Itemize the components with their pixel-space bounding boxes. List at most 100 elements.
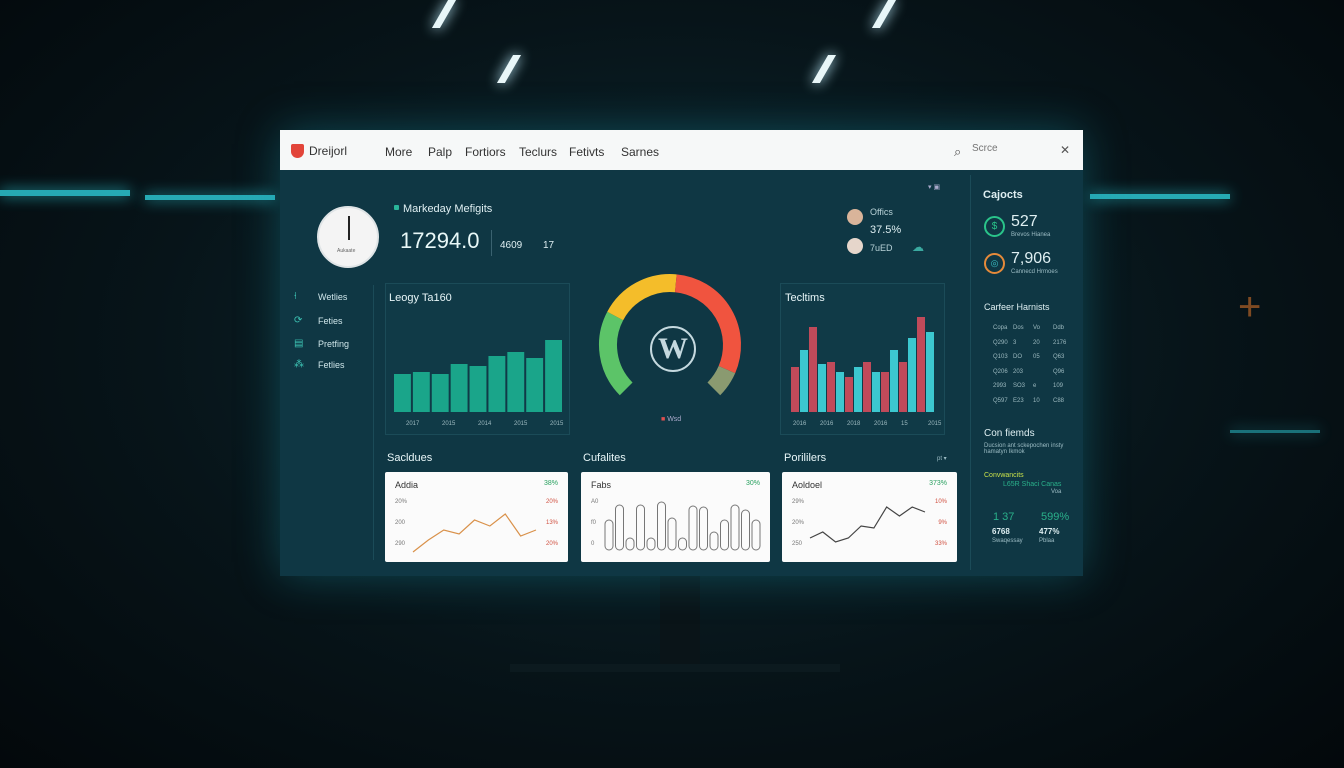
table-cell: Copa — [993, 325, 1008, 331]
kpi-value: 17294.0 — [400, 228, 480, 253]
panel-title: Porililers — [784, 452, 827, 464]
bar — [604, 519, 614, 551]
x-tick-label: 2015 — [550, 421, 564, 427]
bar — [863, 362, 871, 412]
metric: 6768 — [992, 527, 1010, 536]
bar — [872, 372, 880, 412]
card-title: Aoldoel — [792, 480, 823, 490]
shield-logo-icon — [291, 144, 304, 158]
bar-chart: 2017 2015 2014 2015 2015 — [394, 340, 564, 427]
search-icon: ⌕ — [954, 144, 962, 159]
y-tick-label: 13% — [545, 520, 558, 526]
bar — [881, 372, 889, 412]
bar — [431, 374, 449, 412]
dropdown-menu[interactable]: pt ▾ — [937, 456, 947, 462]
bar — [615, 504, 624, 551]
bar — [926, 332, 934, 412]
panel-title: Sacldues — [387, 452, 433, 464]
table-cell: 10 — [1033, 397, 1040, 404]
y-tick-label: 29% — [792, 499, 805, 505]
search-input[interactable] — [972, 143, 1062, 154]
bar — [751, 519, 761, 551]
bar — [818, 364, 826, 412]
bar — [657, 501, 666, 551]
bar — [845, 377, 853, 412]
avatar — [847, 238, 863, 254]
metric: 477% — [1039, 527, 1060, 536]
nav-fortiors[interactable]: Fortiors — [465, 145, 506, 159]
bar — [699, 506, 708, 551]
x-tick-label: 2016 — [793, 421, 807, 427]
nav-palp[interactable]: Palp — [428, 145, 453, 159]
status-dot — [394, 205, 399, 210]
sidebar-item-pretfing[interactable]: ▤ Pretfing — [294, 338, 349, 349]
clock-hand — [348, 216, 350, 240]
metric-label: Pblaa — [1039, 538, 1055, 544]
card-title: Addia — [395, 480, 419, 490]
bar — [827, 362, 835, 412]
bar — [791, 367, 799, 412]
stat-value: 527 — [1011, 213, 1038, 230]
people-value: 7uED — [870, 243, 893, 253]
panel-title: Cufalites — [583, 452, 626, 464]
section-title: Con fiemds — [984, 428, 1035, 439]
menu-controls-icon[interactable]: ▾ ▣ — [928, 184, 941, 191]
kpi-stat-1: 4609 — [500, 240, 523, 251]
x-tick-label: 2017 — [406, 421, 420, 427]
table-cell: DO — [1013, 354, 1022, 360]
bar — [709, 531, 719, 551]
bar — [646, 537, 656, 551]
table-cell: C88 — [1053, 397, 1065, 404]
close-icon[interactable]: ✕ — [1060, 143, 1071, 157]
right-column: Cajocts $ 527 Brevos Hianea ◎ 7,906 Cann… — [970, 175, 1080, 570]
chart-icon: ▤ — [294, 338, 304, 349]
series-line — [412, 513, 537, 553]
nav-teclurs[interactable]: Teclurs — [519, 145, 558, 159]
sidebar-item-wetlies[interactable]: ⍿ Wetlies — [294, 291, 347, 302]
neon-strip — [1090, 194, 1230, 199]
table-cell: Q96 — [1053, 368, 1065, 375]
sidebar-item-label: Fetlies — [318, 359, 345, 370]
table-cell: 203 — [1013, 368, 1024, 375]
bar — [730, 504, 740, 551]
monitor-stand — [660, 576, 700, 666]
panel-title: Leogy Ta160 — [389, 292, 452, 304]
table-cell: Vo — [1033, 325, 1041, 331]
line-chart-card: Addia 38% 20% 200 290 20% 13% 20% — [385, 472, 568, 562]
y-tick-label: 20% — [792, 520, 805, 526]
bar — [809, 327, 817, 412]
table-cell: Ddb — [1053, 325, 1065, 331]
app-logo: Dreijorl — [309, 144, 348, 158]
bar — [678, 537, 687, 551]
bar — [545, 340, 562, 412]
table-cell: Q206 — [993, 368, 1008, 375]
metric: 599% — [1041, 511, 1070, 523]
nav-fetivts[interactable]: Fetivts — [569, 145, 605, 159]
card-percent: 373% — [929, 480, 947, 487]
stat-value: 7,906 — [1011, 250, 1052, 267]
bar — [854, 367, 862, 412]
neon-strip — [0, 190, 130, 196]
nav-sarnes[interactable]: Sarnes — [621, 145, 660, 159]
kpi-stat-2: 17 — [543, 240, 555, 251]
sidebar-item-fetlies[interactable]: ⁂ Fetlies — [294, 359, 345, 370]
bar — [469, 366, 487, 412]
nav-more[interactable]: More — [385, 145, 413, 159]
people-percent: 37.5% — [870, 224, 902, 236]
top-nav-bar: Dreijorl More Palp Fortiors Teclurs Feti… — [280, 130, 1083, 170]
dashboard-window: Dreijorl More Palp Fortiors Teclurs Feti… — [280, 130, 1083, 576]
sidebar-item-label: Pretfing — [318, 338, 350, 349]
y-tick-label: 200 — [395, 520, 406, 526]
table-cell: 2993 — [993, 383, 1007, 389]
cloud-icon: ☁ — [912, 240, 924, 254]
monitor-base — [510, 664, 840, 672]
bar — [688, 505, 698, 551]
refresh-icon: ⟳ — [294, 315, 303, 326]
y-tick-label: 20% — [545, 541, 558, 547]
gauge-legend: ■ Wsd — [661, 416, 682, 423]
neon-strip — [145, 195, 275, 200]
sidebar-item-label: Wetlies — [318, 291, 348, 302]
highlight-label: Voa — [1051, 489, 1062, 495]
sidebar-item-label: Feties — [318, 315, 343, 326]
sidebar-item-feties[interactable]: ⟳ Feties — [294, 315, 343, 326]
